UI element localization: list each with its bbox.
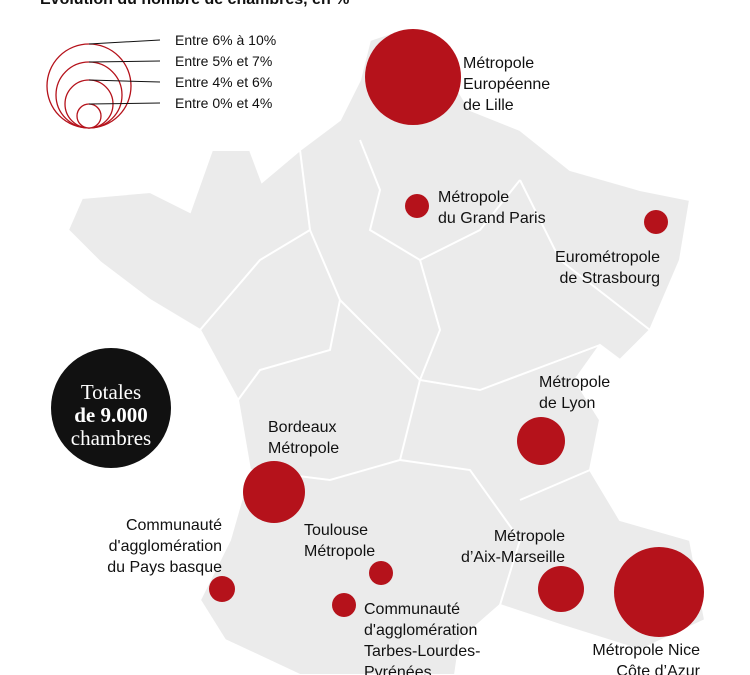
city-label: Pyrénées [364, 664, 432, 675]
total-line: Totales [81, 380, 141, 404]
legend-leader [88, 102, 161, 105]
legend-leader [88, 60, 161, 63]
city-label: Métropole [463, 55, 534, 72]
city-label: de Lille [463, 97, 514, 114]
legend-label: Entre 0% et 4% [175, 95, 272, 111]
city-label: du Pays basque [107, 559, 222, 576]
city-circle [332, 593, 356, 617]
city-label: de Strasbourg [559, 270, 660, 287]
total-line: chambres [71, 426, 151, 450]
legend-leader [88, 39, 161, 45]
city-label: Métropole [304, 543, 375, 560]
title: Évolution du nombre de chambres, en % [40, 0, 349, 8]
legend-label: Entre 6% à 10% [175, 32, 276, 48]
legend: Entre 6% à 10% Entre 5% et 7% Entre 4% et … [46, 32, 276, 129]
city-circle [243, 461, 305, 523]
total-line: de 9.000 [74, 403, 148, 427]
city-label: Métropole [539, 374, 610, 391]
city-label: Bordeaux [268, 419, 337, 436]
legend-label: Entre 5% et 7% [175, 53, 272, 69]
city-label: Tarbes-Lourdes- [364, 643, 481, 660]
city-label: Métropole [268, 440, 339, 457]
city-circle [517, 417, 565, 465]
city-label: Métropole [494, 528, 565, 545]
city-circle [405, 194, 429, 218]
city-label: Communauté [364, 601, 460, 618]
city-circle [614, 547, 704, 637]
city-label: d'agglomération [364, 622, 477, 639]
city-circle [369, 561, 393, 585]
cities: Métropole Européenne de Lille Métropole du G… [107, 29, 704, 675]
city-label: Communauté [126, 517, 222, 534]
city-circle [365, 29, 461, 125]
city-label: de Lyon [539, 395, 595, 412]
city-circle [644, 210, 668, 234]
country-shape [66, 28, 707, 675]
city-label: d’Aix-Marseille [461, 549, 565, 566]
city-label: du Grand Paris [438, 210, 546, 227]
legend-circle [76, 103, 102, 129]
city-label: Eurométropole [555, 249, 660, 266]
legend-label: Entre 4% et 6% [175, 74, 272, 90]
city-label: Européenne [463, 76, 550, 93]
region-borders [199, 139, 651, 606]
city-label: Métropole [438, 189, 509, 206]
city-label: Métropole Nice [592, 642, 700, 659]
city-label: Toulouse [304, 522, 368, 539]
city-circle [538, 566, 584, 612]
city-label: d'agglomération [109, 538, 222, 555]
legend-leader [88, 79, 161, 83]
city-circle [209, 576, 235, 602]
city-label: Côte d’Azur [616, 663, 700, 675]
total-badge: Totales de 9.000 chambres [51, 348, 171, 468]
france-map [66, 28, 707, 675]
total-circle [51, 348, 171, 468]
